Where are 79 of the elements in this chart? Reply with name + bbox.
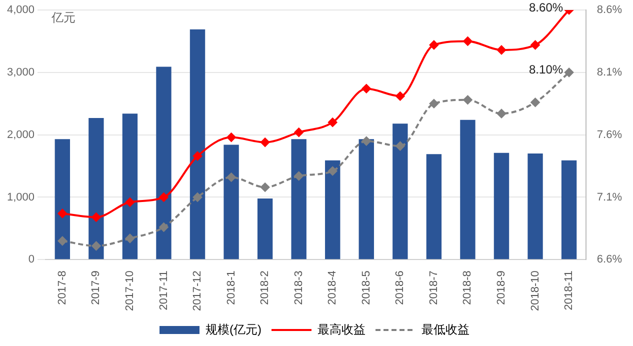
bar (392, 124, 408, 260)
point (362, 136, 371, 146)
point (429, 99, 438, 108)
point (58, 236, 67, 246)
point (463, 36, 472, 46)
y-tick-label: 0 (28, 254, 35, 266)
x-tick-label: 2017-9 (90, 270, 102, 305)
data-label: 8.60% (529, 0, 564, 14)
legend-label: 最低收益 (421, 322, 470, 336)
point (92, 212, 101, 222)
bar (426, 154, 442, 260)
bar (358, 139, 374, 260)
point (226, 132, 236, 142)
x-tick-label: 2018-9 (496, 270, 508, 305)
x-tick-label: 2018-6 (394, 270, 406, 305)
point (396, 92, 405, 101)
y-tick-label: 2,000 (6, 128, 35, 141)
point (226, 172, 236, 182)
point (396, 142, 405, 151)
point (294, 128, 304, 137)
x-tick-label: 2018-8 (462, 270, 474, 305)
y2-tick-label: 6.6% (596, 254, 622, 266)
point (496, 109, 506, 118)
point (125, 198, 134, 207)
point (530, 98, 540, 107)
point (58, 208, 67, 218)
bar (291, 139, 306, 260)
x-tick-label: 2018-10 (529, 270, 542, 312)
point (294, 172, 304, 181)
y2-tick-label: 8.1% (596, 66, 622, 78)
point (125, 234, 134, 243)
y-tick-label: 1,000 (6, 191, 35, 204)
x-tick-label: 2018-3 (292, 270, 305, 305)
bar (122, 114, 138, 260)
point (92, 241, 101, 250)
point (328, 166, 338, 176)
point (463, 95, 472, 104)
legend-label: 最高收益 (317, 322, 366, 336)
y-axis-title: 亿元 (50, 10, 76, 24)
point (260, 138, 270, 147)
bar (88, 118, 104, 260)
point (260, 182, 270, 192)
point (328, 118, 338, 127)
bar (190, 29, 206, 260)
data-label: 8.10% (529, 62, 564, 77)
x-tick-label: 2017-11 (158, 270, 170, 310)
x-tick-label: 2018-4 (326, 270, 339, 305)
point (193, 192, 202, 202)
x-tick-label: 2018-5 (360, 270, 372, 305)
bar (325, 160, 340, 260)
x-tick-label: 2018-1 (225, 270, 238, 305)
bar (156, 66, 172, 260)
legend-label: 规模(亿元) (206, 322, 262, 336)
x-tick-label: 2017-12 (192, 270, 204, 312)
bar (528, 154, 543, 260)
point (564, 68, 574, 77)
point (429, 40, 438, 50)
point (159, 192, 168, 202)
y2-tick-label: 7.1% (596, 191, 622, 204)
bar (460, 120, 476, 260)
point (530, 40, 540, 50)
y-tick-label: 3,000 (6, 66, 35, 78)
x-tick-label: 2017-10 (124, 270, 136, 312)
y2-tick-label: 7.6% (596, 128, 622, 141)
x-tick-label: 2018-7 (428, 270, 440, 305)
y-tick-label: 4,000 (6, 4, 35, 16)
bar (54, 139, 70, 260)
bar (494, 152, 510, 260)
x-tick-label: 2017-8 (56, 270, 68, 305)
point (496, 45, 506, 54)
point (193, 152, 202, 161)
bar (224, 144, 239, 260)
bar (561, 160, 577, 260)
x-tick-label: 2018-2 (259, 270, 272, 305)
y2-tick-label: 8.6% (596, 4, 622, 16)
bar (257, 198, 273, 260)
x-tick-label: 2018-11 (563, 270, 576, 310)
point (159, 222, 168, 232)
point (362, 84, 371, 94)
